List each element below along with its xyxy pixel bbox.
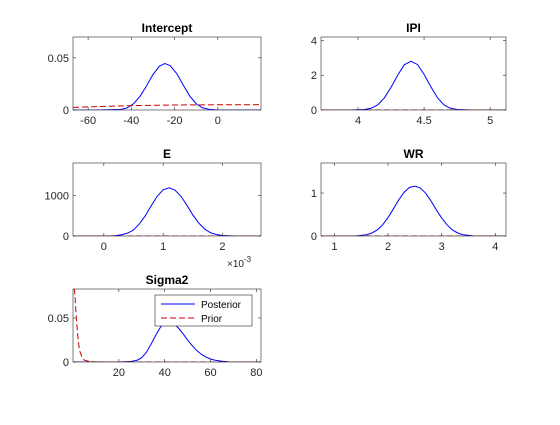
axes-box <box>320 36 507 111</box>
y-tick-label: 1000 <box>45 190 69 202</box>
x-tick-label: -60 <box>80 115 96 127</box>
legend: Posterior Prior <box>154 294 253 327</box>
x-tick-label: 5 <box>487 115 493 127</box>
x-exponent-power: -3 <box>244 255 252 264</box>
x-tick-label: 0 <box>101 241 107 253</box>
posterior-line <box>73 187 261 236</box>
posterior-line <box>321 60 506 110</box>
posterior-line <box>73 321 261 362</box>
subplot-wr: 1 2 3 4 0 1 WR <box>311 147 507 253</box>
y-tick-label: 2 <box>311 70 317 82</box>
legend-label-prior: Prior <box>201 314 223 325</box>
x-tick-label: 40 <box>159 367 171 379</box>
subplot-title: IPI <box>406 21 421 35</box>
axes-box <box>320 162 507 237</box>
x-tick-label: 4 <box>355 115 361 127</box>
prior-line <box>73 104 261 108</box>
x-tick-label: 1 <box>160 241 166 253</box>
y-tick-label: 0 <box>311 105 317 117</box>
y-tick-label: 0 <box>63 105 69 117</box>
axes-box <box>72 36 262 111</box>
axes-box <box>72 288 262 363</box>
y-tick-label: 0.05 <box>48 313 69 325</box>
y-tick-label: 0 <box>311 231 317 243</box>
x-tick-label: 3 <box>439 241 445 253</box>
legend-label-posterior: Posterior <box>201 300 242 311</box>
subplot-intercept: -60 -40 -20 0 0 0.05 Intercept <box>48 21 262 127</box>
subplot-title: E <box>163 147 171 161</box>
y-tick-label: 1 <box>311 188 317 200</box>
y-tick-label: 0 <box>63 231 69 243</box>
x-tick-label: 20 <box>113 367 125 379</box>
x-tick-label: 0 <box>215 115 221 127</box>
y-tick-label: 0 <box>63 357 69 369</box>
x-tick-label: 2 <box>385 241 391 253</box>
x-tick-label: 80 <box>250 367 262 379</box>
posterior-line <box>73 63 261 110</box>
y-tick-label: 0.05 <box>48 53 69 65</box>
x-tick-label: 4 <box>492 241 498 253</box>
x-tick-label: 2 <box>219 241 225 253</box>
subplot-e: 0 1 2 0 1000 E ×10 -3 <box>45 147 262 270</box>
x-tick-label: -20 <box>167 115 183 127</box>
subplot-title: Intercept <box>142 21 193 35</box>
x-tick-label: 60 <box>204 367 216 379</box>
subplot-title: Sigma2 <box>146 273 189 287</box>
axes-box <box>72 162 262 237</box>
x-exponent-label: ×10 <box>227 259 244 270</box>
legend-box <box>154 294 253 327</box>
y-tick-label: 4 <box>311 35 317 47</box>
x-tick-label: 1 <box>331 241 337 253</box>
subplot-ipi: 4 4.5 5 0 2 4 IPI <box>311 21 507 127</box>
x-tick-label: -40 <box>123 115 139 127</box>
subplot-title: WR <box>404 147 424 161</box>
subplot-sigma2: 20 40 60 80 0 0.05 Sigma2 Posterior Prior <box>48 273 263 379</box>
x-tick-label: 4.5 <box>416 115 431 127</box>
posterior-line <box>321 185 506 236</box>
